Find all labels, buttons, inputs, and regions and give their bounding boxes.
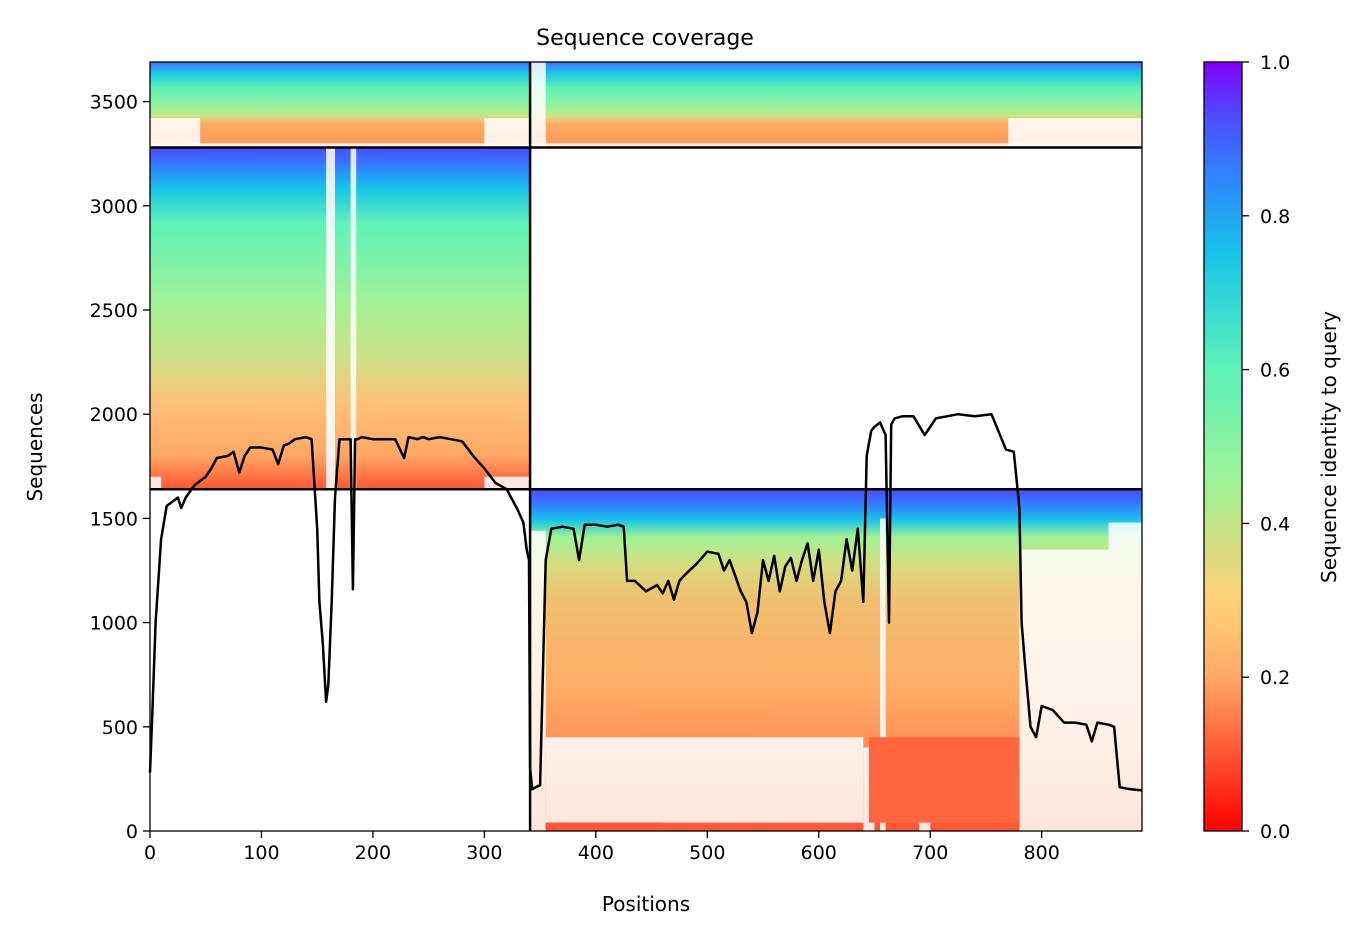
y-tick-label: 1500 xyxy=(90,508,138,530)
coverage-gap xyxy=(530,143,1142,148)
coverage-gap xyxy=(1008,118,1142,148)
colorbar-tick-label: 0.0 xyxy=(1260,821,1290,843)
coverage-gap xyxy=(545,737,864,823)
coverage-gap xyxy=(326,147,336,490)
coverage-gap xyxy=(530,62,546,148)
x-tick-label: 400 xyxy=(578,842,614,864)
y-tick-label: 0 xyxy=(126,821,138,843)
plot-frame xyxy=(149,61,1143,832)
x-tick-label: 700 xyxy=(912,842,948,864)
coverage-line-layer xyxy=(148,412,1143,792)
coverage-gap xyxy=(880,518,886,831)
low-identity-region xyxy=(868,737,1020,823)
y-tick-label: 2000 xyxy=(90,404,138,426)
y-tick-label: 500 xyxy=(102,717,138,739)
coverage-gap xyxy=(150,143,531,148)
y-tick-label: 2500 xyxy=(90,300,138,322)
block-top-left xyxy=(150,62,531,148)
x-tick-label: 600 xyxy=(801,842,837,864)
colorbar-tick-label: 0.8 xyxy=(1260,206,1290,228)
y-axis-ticks: 0 500 1000 1500 2000 2500 3000 3500 xyxy=(90,92,150,843)
y-axis-label: Sequences xyxy=(23,392,47,501)
coverage-gap xyxy=(484,118,531,148)
coverage-line xyxy=(148,412,1143,792)
y-tick-label: 1000 xyxy=(90,613,138,635)
colorbar-ticks: 0.0 0.2 0.4 0.6 0.8 1.0 xyxy=(1242,52,1290,843)
x-tick-label: 300 xyxy=(466,842,502,864)
colorbar-tick-label: 0.6 xyxy=(1260,360,1290,382)
coverage-gap xyxy=(1019,549,1142,831)
coverage-gap xyxy=(350,147,357,490)
heatmap-area xyxy=(150,62,1142,831)
y-tick-label: 3500 xyxy=(90,92,138,114)
x-tick-label: 800 xyxy=(1024,842,1060,864)
coverage-gap xyxy=(150,118,201,148)
colorbar xyxy=(1203,61,1243,832)
colorbar-tick-label: 1.0 xyxy=(1260,52,1290,74)
coverage-gap xyxy=(484,476,531,490)
x-axis-ticks: 0 100 200 300 400 500 600 700 800 xyxy=(144,831,1060,864)
low-identity-strip xyxy=(545,822,663,831)
x-tick-label: 100 xyxy=(243,842,279,864)
block-middle-left xyxy=(150,147,531,490)
y-tick-label: 3000 xyxy=(90,196,138,218)
colorbar-tick-label: 0.2 xyxy=(1260,667,1290,689)
colorbar-tick-label: 0.4 xyxy=(1260,513,1290,535)
x-tick-label: 500 xyxy=(689,842,725,864)
coverage-gap xyxy=(1108,522,1142,550)
chart-title: Sequence coverage xyxy=(536,26,754,51)
x-axis-label: Positions xyxy=(602,892,690,916)
x-tick-label: 0 xyxy=(144,842,156,864)
x-tick-label: 200 xyxy=(355,842,391,864)
coverage-gap xyxy=(150,476,162,490)
colorbar-label: Sequence identity to query xyxy=(1317,311,1341,583)
